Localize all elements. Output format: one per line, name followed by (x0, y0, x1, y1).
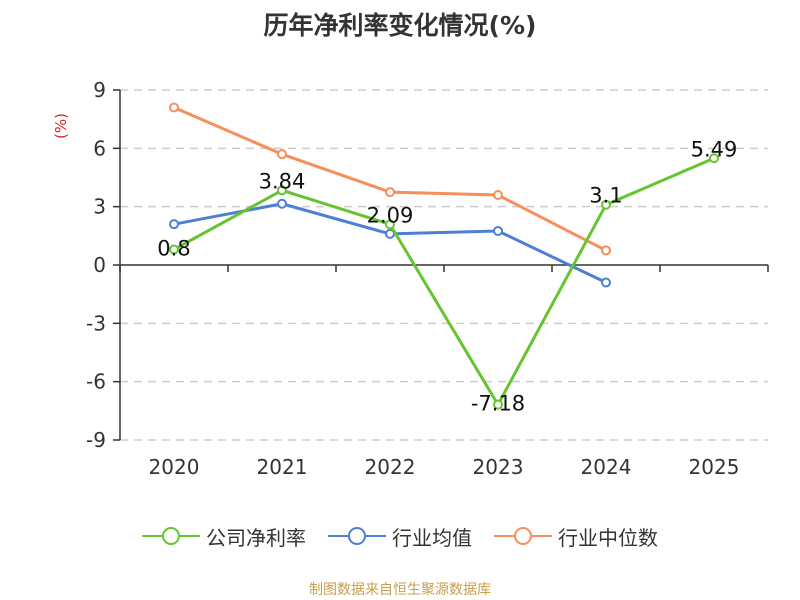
legend-label-industry-median: 行业中位数 (558, 525, 658, 550)
data-label-company: 5.49 (691, 137, 738, 161)
data-point-company (277, 185, 287, 196)
data-point-industry_avg (169, 219, 179, 230)
legend-item-company[interactable]: 公司净利率 (142, 522, 306, 551)
legend-label-company: 公司净利率 (206, 525, 306, 550)
data-point-industry_avg (277, 198, 287, 209)
data-label-company: 3.1 (589, 184, 622, 208)
data-point-company (601, 199, 611, 210)
x-tick-label: 2024 (581, 455, 632, 479)
source-note: 制图数据来自恒生聚源数据库 (309, 582, 491, 598)
legend-swatch-company (142, 527, 200, 545)
y-unit-label: (%) (52, 113, 70, 139)
y-tick-label: 3 (93, 195, 106, 219)
legend-item-industry-median[interactable]: 行业中位数 (494, 522, 658, 551)
legend-label-industry-avg: 行业均值 (392, 525, 472, 550)
data-point-industry_median (385, 187, 395, 198)
legend-item-industry-avg[interactable]: 行业均值 (328, 522, 472, 551)
data-point-industry_median (277, 149, 287, 160)
axis-layer: 9 6 3 0 -3 -6 -9 2020 2021 2022 2023 2024 2025 (%) (52, 78, 769, 479)
data-point-industry_median (169, 102, 179, 113)
data-point-industry_median (493, 190, 503, 200)
x-tick-label: 2021 (257, 455, 308, 479)
legend-swatch-industry-median (494, 527, 552, 545)
data-label-company: -7.18 (471, 392, 525, 416)
data-point-industry_median (601, 245, 611, 256)
x-tick-label: 2025 (689, 455, 740, 479)
series-line-company (173, 156, 715, 407)
data-point-company (493, 399, 503, 410)
data-label-layer: 0.8 3.84 2.09 -7.18 3.1 5.49 (157, 137, 737, 415)
data-point-industry_avg (493, 225, 503, 236)
y-tick-label: 9 (93, 78, 106, 102)
legend-swatch-industry-avg (328, 527, 386, 545)
y-tick-label: -3 (86, 311, 106, 335)
legend: 公司净利率 行业均值 行业中位数 (0, 520, 800, 552)
data-point-company (169, 244, 179, 255)
x-tick-label: 2022 (365, 455, 416, 479)
grid-layer (120, 89, 768, 441)
data-label-company: 2.09 (367, 203, 414, 227)
data-point-company (385, 219, 395, 230)
x-tick-label: 2020 (149, 455, 200, 479)
series-layer (169, 102, 719, 410)
y-tick-label: -9 (86, 428, 106, 452)
y-tick-label: 6 (93, 136, 106, 160)
data-label-company: 0.8 (157, 236, 190, 260)
chart-title: 历年净利率变化情况(%) (263, 11, 537, 40)
data-point-industry_avg (601, 277, 611, 288)
x-tick-label: 2023 (473, 455, 524, 479)
data-point-company (709, 153, 719, 164)
y-tick-label: -6 (86, 370, 106, 394)
y-tick-label: 0 (93, 253, 106, 277)
data-label-company: 3.84 (259, 169, 306, 193)
